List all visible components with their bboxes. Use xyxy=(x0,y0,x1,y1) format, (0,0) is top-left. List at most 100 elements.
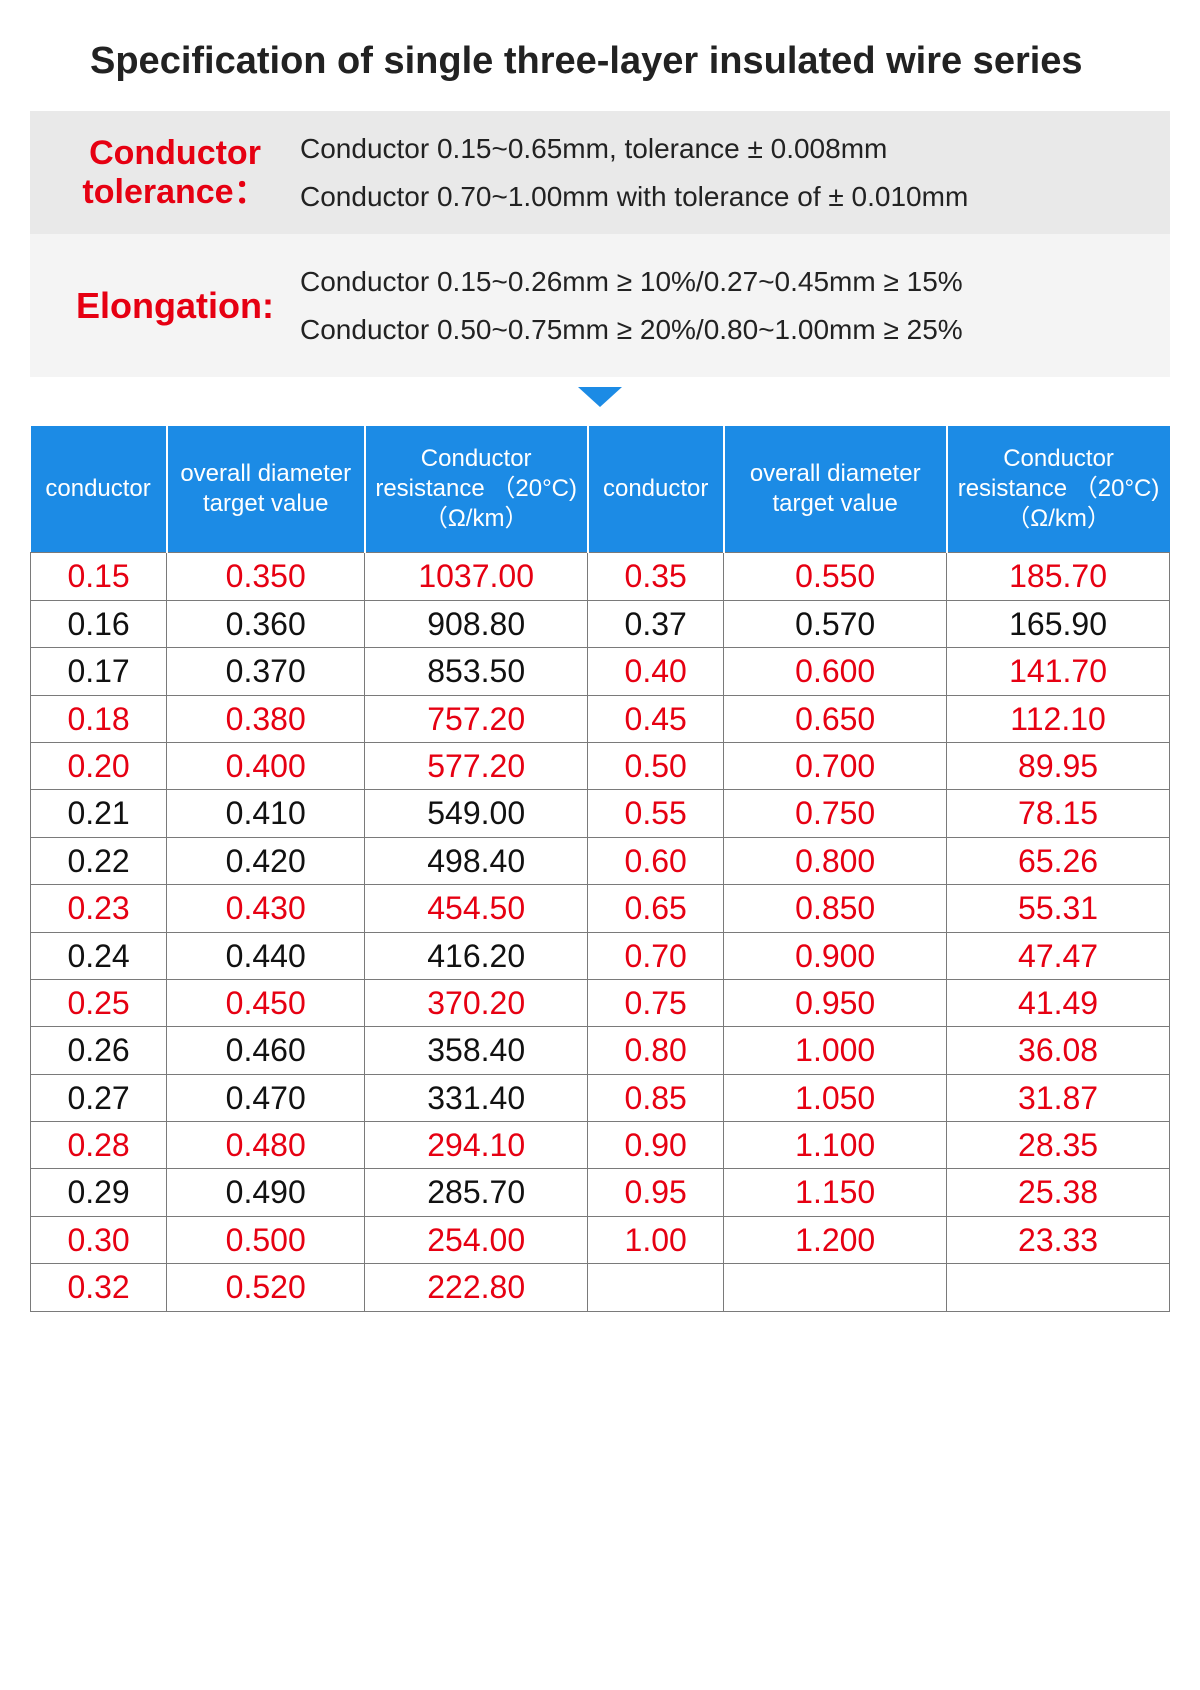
table-cell: 0.40 xyxy=(588,648,724,695)
th-resistance-left: Conductor resistance （20°C) （Ω/km） xyxy=(365,426,588,553)
table-cell: 141.70 xyxy=(947,648,1170,695)
table-cell: 358.40 xyxy=(365,1027,588,1074)
th-resistance-right: Conductor resistance （20°C) （Ω/km） xyxy=(947,426,1170,553)
table-cell: 0.23 xyxy=(31,885,167,932)
table-body: 0.150.3501037.000.350.550185.700.160.360… xyxy=(31,553,1170,1311)
table-row: 0.170.370853.500.400.600141.70 xyxy=(31,648,1170,695)
table-cell: 1.050 xyxy=(724,1074,947,1121)
table-cell: 0.65 xyxy=(588,885,724,932)
table-cell: 55.31 xyxy=(947,885,1170,932)
table-row: 0.220.420498.400.600.80065.26 xyxy=(31,837,1170,884)
elongation-line1: Conductor 0.15~0.26mm ≥ 10%/0.27~0.45mm … xyxy=(300,258,963,306)
table-cell: 0.32 xyxy=(31,1264,167,1311)
table-row: 0.270.470331.400.851.05031.87 xyxy=(31,1074,1170,1121)
table-cell: 0.17 xyxy=(31,648,167,695)
elongation-section: Elongation: Conductor 0.15~0.26mm ≥ 10%/… xyxy=(30,234,1170,377)
table-cell: 0.400 xyxy=(167,742,365,789)
table-cell: 0.410 xyxy=(167,790,365,837)
table-cell: 285.70 xyxy=(365,1169,588,1216)
table-cell: 1.150 xyxy=(724,1169,947,1216)
table-cell: 0.480 xyxy=(167,1122,365,1169)
table-cell: 0.520 xyxy=(167,1264,365,1311)
elongation-text: Conductor 0.15~0.26mm ≥ 10%/0.27~0.45mm … xyxy=(290,258,963,353)
table-cell: 0.95 xyxy=(588,1169,724,1216)
table-cell: 549.00 xyxy=(365,790,588,837)
table-cell: 0.50 xyxy=(588,742,724,789)
table-cell: 0.490 xyxy=(167,1169,365,1216)
table-cell: 577.20 xyxy=(365,742,588,789)
table-cell: 0.90 xyxy=(588,1122,724,1169)
table-cell: 0.30 xyxy=(31,1216,167,1263)
table-cell xyxy=(724,1264,947,1311)
table-cell: 222.80 xyxy=(365,1264,588,1311)
table-cell: 0.85 xyxy=(588,1074,724,1121)
table-cell: 370.20 xyxy=(365,979,588,1026)
table-cell: 185.70 xyxy=(947,553,1170,600)
table-cell: 0.360 xyxy=(167,600,365,647)
table-cell: 0.80 xyxy=(588,1027,724,1074)
table-row: 0.150.3501037.000.350.550185.70 xyxy=(31,553,1170,600)
table-cell: 0.45 xyxy=(588,695,724,742)
table-cell: 47.47 xyxy=(947,932,1170,979)
table-cell: 294.10 xyxy=(365,1122,588,1169)
table-cell: 0.60 xyxy=(588,837,724,884)
table-cell: 0.25 xyxy=(31,979,167,1026)
table-cell: 41.49 xyxy=(947,979,1170,1026)
table-cell: 0.22 xyxy=(31,837,167,884)
table-row: 0.320.520222.80 xyxy=(31,1264,1170,1311)
table-row: 0.260.460358.400.801.00036.08 xyxy=(31,1027,1170,1074)
table-cell: 0.450 xyxy=(167,979,365,1026)
page-title: Specification of single three-layer insu… xyxy=(30,0,1170,111)
table-row: 0.300.500254.001.001.20023.33 xyxy=(31,1216,1170,1263)
th-overall-left: overall diameter target value xyxy=(167,426,365,553)
table-cell: 0.16 xyxy=(31,600,167,647)
table-cell: 1.000 xyxy=(724,1027,947,1074)
table-row: 0.280.480294.100.901.10028.35 xyxy=(31,1122,1170,1169)
table-cell: 165.90 xyxy=(947,600,1170,647)
table-cell: 0.370 xyxy=(167,648,365,695)
table-cell: 1.00 xyxy=(588,1216,724,1263)
table-cell: 0.24 xyxy=(31,932,167,979)
table-cell: 498.40 xyxy=(365,837,588,884)
table-cell xyxy=(588,1264,724,1311)
table-cell: 0.26 xyxy=(31,1027,167,1074)
table-cell: 0.430 xyxy=(167,885,365,932)
elongation-label: Elongation: xyxy=(60,285,290,326)
th-overall-right: overall diameter target value xyxy=(724,426,947,553)
table-cell: 0.750 xyxy=(724,790,947,837)
table-cell: 28.35 xyxy=(947,1122,1170,1169)
table-cell: 0.21 xyxy=(31,790,167,837)
table-cell: 0.380 xyxy=(167,695,365,742)
table-cell: 0.550 xyxy=(724,553,947,600)
tolerance-line1: Conductor 0.15~0.65mm, tolerance ± 0.008… xyxy=(300,125,968,173)
table-cell: 416.20 xyxy=(365,932,588,979)
table-cell: 0.350 xyxy=(167,553,365,600)
table-cell: 0.27 xyxy=(31,1074,167,1121)
table-cell: 112.10 xyxy=(947,695,1170,742)
table-cell: 0.950 xyxy=(724,979,947,1026)
table-row: 0.290.490285.700.951.15025.38 xyxy=(31,1169,1170,1216)
divider-arrow xyxy=(30,377,1170,426)
table-cell: 1037.00 xyxy=(365,553,588,600)
table-cell: 0.570 xyxy=(724,600,947,647)
table-cell: 1.100 xyxy=(724,1122,947,1169)
table-cell: 78.15 xyxy=(947,790,1170,837)
table-row: 0.240.440416.200.700.90047.47 xyxy=(31,932,1170,979)
chevron-down-icon xyxy=(578,387,622,407)
table-cell: 31.87 xyxy=(947,1074,1170,1121)
table-cell: 0.37 xyxy=(588,600,724,647)
table-cell: 25.38 xyxy=(947,1169,1170,1216)
table-cell: 0.20 xyxy=(31,742,167,789)
table-cell: 1.200 xyxy=(724,1216,947,1263)
tolerance-line2: Conductor 0.70~1.00mm with tolerance of … xyxy=(300,173,968,221)
table-cell: 331.40 xyxy=(365,1074,588,1121)
table-cell: 0.75 xyxy=(588,979,724,1026)
table-cell: 0.600 xyxy=(724,648,947,695)
table-cell: 0.28 xyxy=(31,1122,167,1169)
table-cell: 65.26 xyxy=(947,837,1170,884)
table-row: 0.210.410549.000.550.75078.15 xyxy=(31,790,1170,837)
table-cell: 0.900 xyxy=(724,932,947,979)
table-cell: 0.850 xyxy=(724,885,947,932)
table-row: 0.230.430454.500.650.85055.31 xyxy=(31,885,1170,932)
table-row: 0.160.360908.800.370.570165.90 xyxy=(31,600,1170,647)
